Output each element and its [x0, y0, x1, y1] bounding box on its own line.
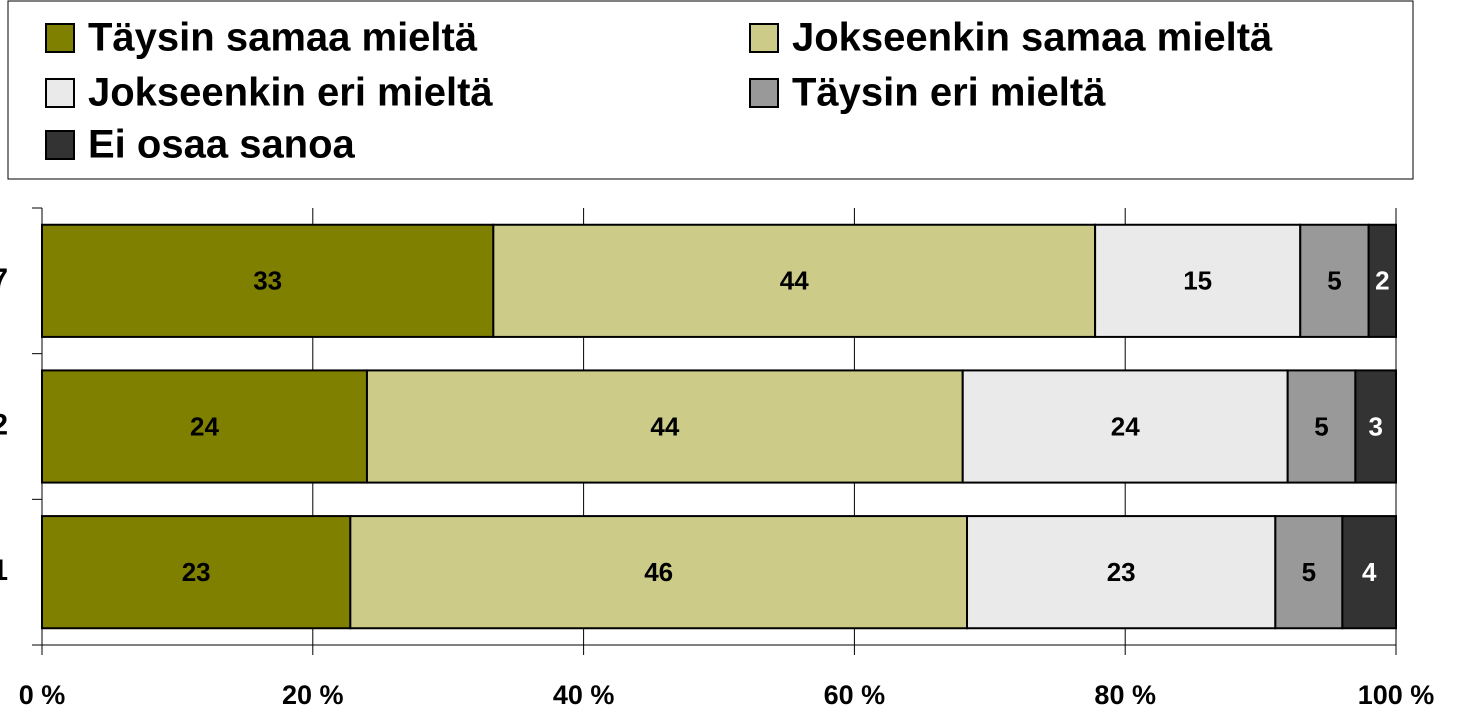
data-label: 24	[190, 411, 219, 441]
legend-swatch	[45, 130, 75, 160]
bar-segment	[41, 369, 368, 484]
data-label: 44	[650, 411, 679, 441]
data-label: 44	[780, 266, 809, 296]
legend-label: Ei osaa sanoa	[88, 123, 356, 167]
legend-swatch	[45, 23, 75, 53]
y-tick-label: 1	[0, 554, 8, 587]
legend-label: Täysin samaa mieltä	[88, 16, 478, 60]
bar-segment	[349, 515, 969, 630]
data-label: 46	[644, 557, 673, 587]
legend-label: Jokseenkin samaa mieltä	[792, 16, 1273, 60]
bar-segment	[492, 223, 1097, 338]
bar-segment	[365, 369, 964, 484]
legend-label: Jokseenkin eri mieltä	[88, 71, 493, 115]
bar-segment	[961, 369, 1289, 484]
x-tick-label: 0 %	[19, 680, 66, 710]
x-tick-label: 100 %	[1358, 680, 1435, 710]
bar-segment	[1274, 515, 1344, 630]
data-label: 33	[253, 266, 282, 296]
data-label: 24	[1111, 411, 1140, 441]
data-label: 23	[182, 557, 211, 587]
x-tick-label: 40 %	[553, 680, 615, 710]
legend-swatch	[45, 78, 75, 108]
legend-box	[7, 0, 1414, 180]
y-tick-label: 7	[0, 263, 8, 296]
x-tick-label: 80 %	[1094, 680, 1156, 710]
data-label: 3	[1368, 411, 1382, 441]
x-tick-label: 60 %	[824, 680, 886, 710]
bar-segment	[1367, 223, 1398, 338]
data-label: 5	[1327, 266, 1341, 296]
bar-segment	[1286, 369, 1357, 484]
legend-swatch	[749, 78, 779, 108]
bar-segment	[1341, 515, 1397, 630]
y-tick-label: 2	[0, 408, 8, 441]
data-label: 15	[1183, 266, 1212, 296]
bar-segment	[41, 223, 495, 338]
legend-label: Täysin eri mieltä	[792, 71, 1106, 115]
data-label: 2	[1375, 266, 1389, 296]
data-label: 4	[1362, 557, 1377, 587]
x-tick-label: 20 %	[282, 680, 344, 710]
legend-swatch	[749, 23, 779, 53]
data-label: 5	[1314, 411, 1328, 441]
data-label: 5	[1302, 557, 1316, 587]
bar-segment	[1354, 369, 1398, 484]
data-label: 23	[1107, 557, 1136, 587]
